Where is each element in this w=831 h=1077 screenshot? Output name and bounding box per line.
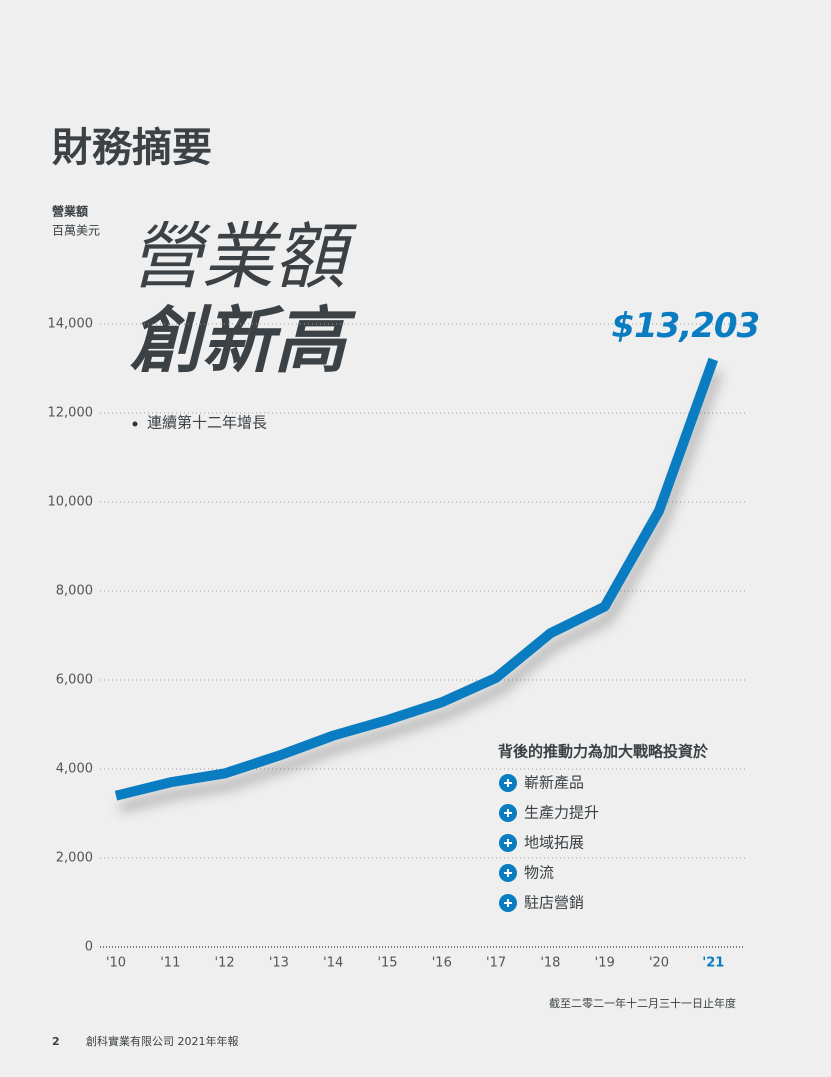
x-tick-label: '15 — [377, 956, 397, 971]
plus-sign — [504, 869, 512, 877]
y-tick-label: 8,000 — [56, 584, 93, 599]
x-tick-label: '16 — [432, 956, 452, 971]
drivers-title: 背後的推動力為加大戰略投資於 — [498, 743, 709, 761]
footnote: 截至二零二一年十二月三十一日止年度 — [549, 996, 736, 1010]
y-axis-unit: 百萬美元 — [52, 224, 100, 238]
y-tick-label: 4,000 — [56, 762, 93, 777]
x-tick-label: '14 — [323, 956, 343, 971]
y-tick-label: 6,000 — [56, 673, 93, 688]
headline: 營業額 — [130, 215, 357, 299]
x-tick-label: '18 — [540, 956, 560, 971]
driver-item: 嶄新產品 — [524, 774, 584, 792]
y-tick-label: 10,000 — [48, 495, 94, 510]
line — [114, 357, 719, 801]
x-tick-label: '20 — [649, 956, 669, 971]
plus-sign — [504, 899, 512, 907]
line-shadow — [118, 369, 723, 813]
y-tick-label: 14,000 — [48, 317, 94, 332]
x-tick-label: '12 — [215, 956, 235, 971]
y-tick-label: 12,000 — [48, 406, 94, 421]
plus-sign — [504, 809, 512, 817]
x-tick-label: '10 — [106, 956, 126, 971]
headline: 創新高 — [130, 299, 357, 383]
page-title: 財務摘要 — [52, 125, 212, 171]
y-tick-label: 2,000 — [56, 851, 93, 866]
x-tick-label: '21 — [702, 956, 724, 971]
bullet — [132, 421, 138, 427]
page-number: 2 — [52, 1035, 60, 1048]
driver-item: 地域拓展 — [524, 834, 584, 852]
x-tick-label: '13 — [269, 956, 289, 971]
driver-item: 物流 — [524, 864, 554, 882]
plus-sign — [504, 779, 512, 787]
annotation: 連續第十二年增長 — [147, 414, 267, 432]
value-label: $13,203 — [611, 306, 759, 346]
x-tick-label: '19 — [595, 956, 615, 971]
driver-item: 駐店營銷 — [524, 894, 584, 912]
y-axis-label: 營業額 — [52, 204, 88, 219]
x-tick-label: '11 — [160, 956, 180, 971]
driver-item: 生產力提升 — [524, 804, 599, 822]
y-tick-label: 0 — [85, 940, 93, 955]
plus-sign — [504, 839, 512, 847]
footer: 創科實業有限公司 2021年年報 — [86, 1034, 239, 1048]
x-tick-label: '17 — [486, 956, 506, 971]
